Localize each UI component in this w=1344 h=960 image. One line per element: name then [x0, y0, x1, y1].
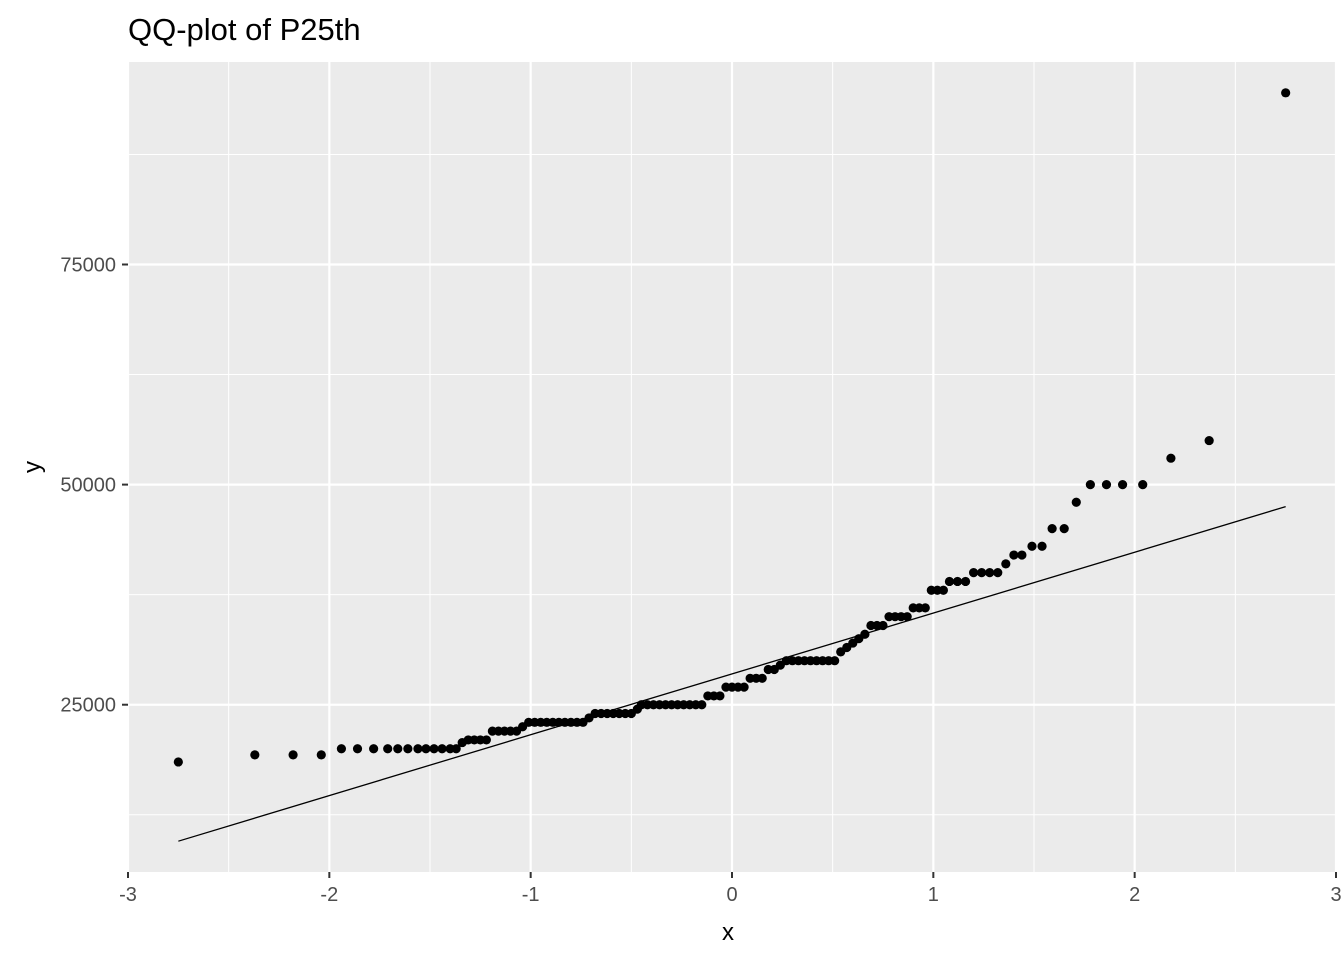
data-point [1001, 559, 1011, 569]
data-point [902, 612, 912, 622]
data-point [250, 750, 260, 760]
y-tick-label: 50000 [60, 475, 116, 497]
major-gridlines [126, 62, 1338, 872]
data-point [969, 568, 979, 578]
y-tick-label: 75000 [60, 255, 116, 277]
data-point [336, 744, 347, 754]
data-point [451, 744, 461, 754]
data-point [1059, 524, 1069, 534]
data-point [860, 629, 870, 639]
data-point [429, 744, 439, 754]
data-point [413, 744, 423, 754]
x-tick-label: -3 [119, 884, 137, 906]
data-point [757, 673, 767, 683]
data-point [1017, 550, 1027, 560]
x-tick-label: -2 [320, 884, 338, 906]
data-point [985, 568, 995, 578]
data-point [830, 656, 840, 666]
data-points [173, 88, 1291, 767]
x-tick-label: 3 [1330, 884, 1341, 906]
data-point [393, 744, 403, 754]
data-point [1027, 541, 1037, 551]
data-point [383, 744, 393, 754]
x-axis-title: x [722, 919, 734, 946]
data-point [1281, 88, 1291, 98]
x-tick-label: -1 [522, 884, 540, 906]
data-point [1009, 550, 1019, 560]
y-tick-label: 25000 [60, 695, 116, 717]
data-point [878, 620, 888, 631]
reference-line [178, 505, 1286, 842]
data-point [173, 757, 183, 767]
data-point [697, 700, 707, 710]
data-point [938, 585, 949, 595]
chart-title: QQ-plot of P25th [128, 12, 361, 47]
data-point [288, 750, 298, 760]
y-axis-title: y [19, 461, 46, 473]
x-tick-label: 2 [1129, 884, 1140, 906]
data-point [1204, 435, 1214, 446]
data-point [481, 735, 491, 745]
data-point [944, 576, 955, 587]
data-point [1101, 480, 1112, 490]
data-point [1071, 497, 1081, 507]
y-axis-ticks: 25000 50000 75000 [60, 255, 128, 717]
data-point [960, 576, 971, 587]
data-point [715, 691, 725, 701]
data-point [1117, 480, 1128, 490]
data-point [1047, 524, 1057, 534]
data-point [421, 744, 431, 754]
data-point [993, 568, 1003, 578]
x-tick-label: 1 [928, 884, 939, 906]
x-axis-ticks: -3 -2 -1 0 1 2 3 [119, 872, 1342, 906]
data-point [1085, 480, 1095, 490]
reference-line-group [178, 505, 1286, 842]
data-point [739, 682, 749, 692]
data-point [977, 568, 987, 578]
x-tick-label: 0 [726, 884, 737, 906]
data-point [920, 603, 930, 613]
data-point [403, 744, 413, 754]
data-point [1138, 480, 1148, 490]
data-point [437, 744, 447, 754]
data-point [1037, 541, 1047, 551]
data-point [952, 576, 963, 587]
data-point [369, 744, 379, 754]
data-point [1166, 453, 1176, 463]
data-point [316, 750, 326, 760]
data-point [352, 744, 363, 754]
